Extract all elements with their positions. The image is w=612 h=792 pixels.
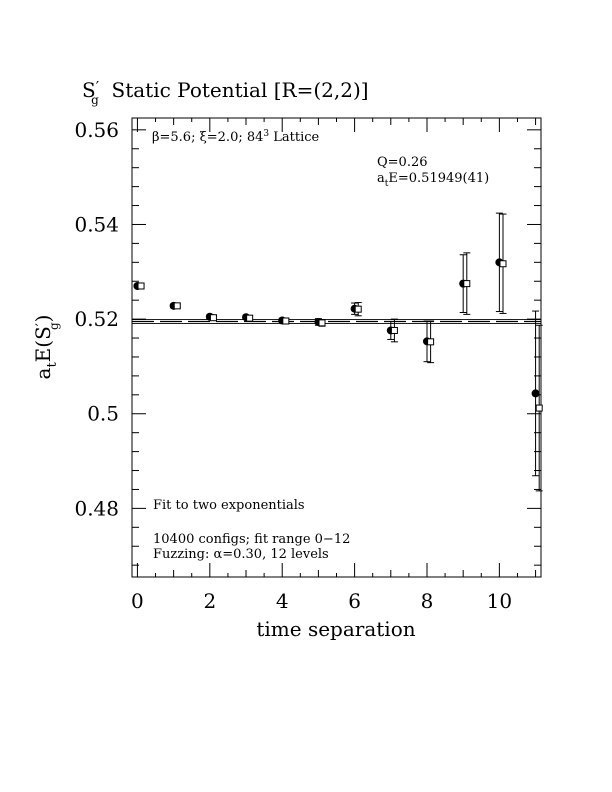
data-point-square bbox=[209, 314, 217, 322]
x-tick-label: 10 bbox=[487, 589, 512, 613]
chart-title: S′ g Static Potential [R=(2,2)] bbox=[82, 78, 369, 107]
y-tick-label: 0.52 bbox=[74, 307, 119, 331]
x-tick-label: 4 bbox=[276, 589, 289, 613]
axis-ticks bbox=[132, 118, 541, 577]
fit-energy: atE=0.51949(41) bbox=[377, 171, 489, 189]
fit-type: Fit to two exponentials bbox=[153, 498, 305, 513]
ylabel-prime: ′ bbox=[34, 323, 50, 326]
x-axis-label: time separation bbox=[256, 617, 415, 641]
x-tick-label: 6 bbox=[348, 589, 361, 613]
q-value: Q=0.26 bbox=[377, 155, 428, 170]
lattice-xi: ξ=2.0; bbox=[200, 130, 247, 145]
x-tick-label: 8 bbox=[421, 589, 434, 613]
lattice-annotation: β=5.6; ξ=2.0; 843 Lattice bbox=[152, 129, 320, 145]
tick-labels: 0 2 4 6 8 10 0.48 0.5 0.52 0.54 0.56 bbox=[74, 118, 512, 613]
y-tick-label: 0.48 bbox=[74, 496, 119, 520]
title-prime: ′ bbox=[96, 78, 100, 96]
data-point-square bbox=[390, 326, 398, 334]
data-point-square bbox=[246, 314, 254, 322]
y-tick-label: 0.54 bbox=[74, 212, 119, 236]
fit-energy-rest: E=0.51949(41) bbox=[388, 171, 489, 186]
configs-text: 10400 configs; fit range 0−12 bbox=[153, 532, 350, 547]
data-point-square bbox=[173, 302, 181, 310]
fit-energy-a: a bbox=[377, 171, 385, 186]
data-point-square bbox=[318, 319, 326, 327]
data-point-square bbox=[535, 404, 543, 412]
data-point-square bbox=[282, 317, 290, 325]
data-point-square bbox=[499, 260, 507, 268]
ylabel-close: ) bbox=[31, 315, 55, 323]
lattice-suffix: 3 bbox=[263, 129, 269, 139]
y-tick-label: 0.56 bbox=[74, 118, 119, 142]
fuzzing-text: Fuzzing: α=0.30, 12 levels bbox=[153, 547, 329, 562]
data-point-square bbox=[427, 338, 435, 346]
data-point-square bbox=[354, 305, 362, 313]
y-tick-label: 0.5 bbox=[87, 402, 119, 426]
data-point-circle bbox=[531, 389, 540, 398]
title-main: S bbox=[82, 78, 96, 102]
title-rest: Static Potential [R=(2,2)] bbox=[99, 78, 369, 102]
lattice-beta: β=5.6; bbox=[152, 130, 200, 145]
ylabel-a-sub: t bbox=[45, 362, 60, 368]
x-tick-label: 0 bbox=[131, 589, 144, 613]
lattice-word: Lattice bbox=[269, 130, 319, 145]
fit-energy-a-sub: t bbox=[385, 179, 389, 189]
ylabel-sub: g bbox=[47, 322, 61, 330]
x-tick-label: 2 bbox=[203, 589, 216, 613]
ylabel-mid: E(S bbox=[31, 326, 55, 362]
lattice-size: 8 bbox=[247, 130, 255, 145]
data-point-square bbox=[137, 282, 145, 290]
ylabel-a: a bbox=[31, 367, 55, 379]
lattice-size-exp: 4 bbox=[255, 130, 263, 145]
y-axis-label: atE(S′g) bbox=[31, 315, 61, 380]
data-marks bbox=[133, 212, 543, 492]
title-sub: g bbox=[91, 93, 99, 107]
data-point-square bbox=[463, 280, 471, 288]
fit-band bbox=[132, 319, 541, 324]
